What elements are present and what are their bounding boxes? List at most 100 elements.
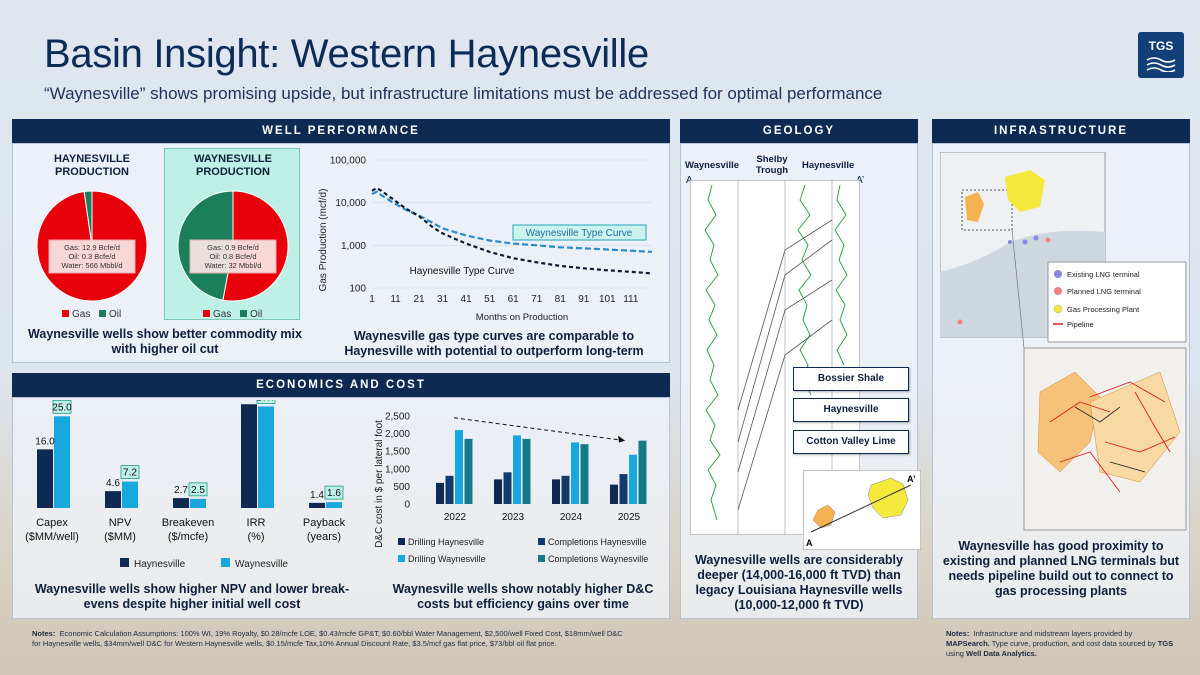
bar-completions-waynesville bbox=[464, 438, 473, 504]
legend-swatch-gas bbox=[62, 310, 69, 317]
legend-swatch-oil bbox=[99, 310, 106, 317]
notes-economics: Notes: Economic Calculation Assumptions:… bbox=[32, 629, 632, 649]
infra-legend-box bbox=[1047, 261, 1187, 343]
lng-terminal-marker bbox=[1033, 235, 1039, 241]
haynesville-area bbox=[1005, 170, 1045, 212]
bar-value-label: 25.0 bbox=[52, 402, 72, 413]
bar-drilling-haynesville bbox=[552, 479, 560, 504]
category-label: IRR bbox=[247, 517, 266, 529]
legend-planned-lng: Planned LNG terminal bbox=[1067, 287, 1141, 296]
legend-label: Drilling Haynesville bbox=[408, 537, 484, 547]
waynesville-inset-area bbox=[1037, 371, 1101, 473]
bar-completions-haynesville bbox=[619, 474, 628, 504]
bar-waynesville bbox=[258, 406, 274, 508]
trend-arrow bbox=[453, 417, 626, 442]
caption-pies: Waynesville wells show better commodity … bbox=[28, 327, 302, 356]
haynesville-pie-chart: HAYNESVILLE PRODUCTION Gas: 12.9 Bcfe/d … bbox=[36, 153, 148, 320]
bar-value-label: 27.7 bbox=[256, 400, 276, 403]
legend-swatch bbox=[398, 538, 405, 545]
x-tick-label: 61 bbox=[508, 294, 520, 305]
economics-bar-chart: 16.0 25.0 Capex ($MM/well) 4.67.2 NPV ($MM) 2.7… bbox=[25, 400, 346, 570]
pie-annotation-box bbox=[189, 239, 277, 274]
bar-waynesville bbox=[122, 481, 138, 508]
y-axis-label: D&C cost in $ per lateral foot bbox=[374, 420, 385, 548]
formation-cotton-valley-lime: Cotton Valley Lime bbox=[793, 430, 909, 454]
geo-label-waynesville: Waynesville bbox=[685, 160, 740, 171]
x-tick-label: 81 bbox=[555, 294, 567, 305]
waynesville-area bbox=[965, 192, 984, 222]
haynesville-area bbox=[867, 477, 909, 519]
bar-value-label: 2.5 bbox=[191, 485, 205, 496]
x-tick-label: 41 bbox=[461, 294, 473, 305]
legend-label: Completions Waynesville bbox=[548, 554, 648, 564]
bar-completions-haynesville bbox=[561, 475, 570, 504]
bar-value-box bbox=[324, 485, 344, 500]
bar-waynesville bbox=[190, 498, 206, 508]
y-tick-label: 10,000 bbox=[335, 198, 366, 209]
pie-annotation-box bbox=[48, 239, 136, 274]
pie-annotation: Gas: 0.9 Bcfe/d bbox=[207, 243, 259, 252]
inset-connector bbox=[1011, 229, 1025, 349]
locator-a: A bbox=[806, 538, 813, 548]
geo-label-shelby-trough: Shelby Trough bbox=[755, 154, 789, 176]
bar-drilling-haynesville bbox=[494, 479, 502, 504]
correlation-line bbox=[737, 239, 833, 443]
legend-oil: Oil bbox=[109, 309, 121, 320]
bar-waynesville bbox=[326, 502, 342, 508]
trend-arrowhead bbox=[618, 435, 625, 443]
x-tick-label: 2023 bbox=[502, 512, 525, 523]
legend-waynesville: Waynesville bbox=[235, 559, 288, 570]
x-tick-label: 21 bbox=[413, 294, 425, 305]
lng-terminal-marker bbox=[1022, 239, 1028, 245]
pipeline-network bbox=[1074, 406, 1146, 473]
x-tick-label: 31 bbox=[437, 294, 449, 305]
legend-label: Completions Haynesville bbox=[548, 537, 647, 547]
notes-infrastructure: Notes: Infrastructure and midstream laye… bbox=[946, 629, 1174, 658]
bar-drilling-waynesville bbox=[513, 435, 521, 504]
gamma-ray-trace-1 bbox=[704, 184, 721, 521]
bar-haynesville bbox=[173, 498, 189, 508]
bar-completions-waynesville bbox=[638, 440, 647, 504]
legend-label: Drilling Waynesville bbox=[408, 554, 486, 564]
y-tick-label: 2,000 bbox=[385, 429, 410, 440]
legend-swatch bbox=[538, 538, 545, 545]
tgs-logo: TGS bbox=[1138, 32, 1184, 78]
x-tick-label: 71 bbox=[531, 294, 543, 305]
category-label: ($MM) bbox=[104, 531, 136, 543]
bar-value-label: 4.6 bbox=[106, 478, 120, 489]
waynesville-area bbox=[812, 504, 836, 529]
lng-terminal-marker bbox=[1045, 237, 1051, 243]
category-label: (years) bbox=[307, 531, 341, 543]
formation-haynesville: Haynesville bbox=[793, 398, 909, 422]
geo-label-haynesville: Haynesville bbox=[802, 160, 855, 171]
legend-gas: Gas bbox=[72, 309, 90, 320]
correlation-line bbox=[737, 319, 833, 511]
x-tick-label: 1 bbox=[369, 294, 375, 305]
x-tick-label: 2024 bbox=[560, 512, 583, 523]
waynesville-curve-label: Waynesville Type Curve bbox=[526, 228, 633, 239]
bar-value-label: 7.2 bbox=[123, 468, 137, 479]
caption-type-curve: Waynesville gas type curves are comparab… bbox=[344, 329, 644, 358]
bar-value-label: 16.0 bbox=[35, 436, 55, 447]
pie-annotation: Water: 32 Mbbl/d bbox=[205, 261, 262, 270]
caption-dc: Waynesville wells show notably higher D&… bbox=[392, 582, 654, 611]
bar-value-label: 28.3 bbox=[239, 400, 259, 402]
gamma-ray-trace-3 bbox=[834, 184, 848, 366]
caption-infrastructure: Waynesville has good proximity to existi… bbox=[942, 539, 1180, 598]
series-line-waynesville-type-curve bbox=[371, 190, 653, 253]
category-label: ($/mcfe) bbox=[168, 531, 208, 543]
x-axis-label: Months on Production bbox=[476, 312, 568, 323]
bar-value-label: 1.4 bbox=[310, 490, 324, 501]
legend-swatch-existing-lng bbox=[1054, 270, 1062, 278]
lng-terminal-marker bbox=[957, 319, 963, 325]
page-title: Basin Insight: Western Haynesville bbox=[44, 32, 649, 76]
category-label: NPV bbox=[109, 517, 132, 529]
legend-gas-plant: Gas Processing Plant bbox=[1067, 305, 1140, 314]
section-economics: ECONOMICS AND COST bbox=[12, 373, 670, 397]
inset-area bbox=[1089, 371, 1181, 483]
page-subtitle: “Waynesville” shows promising upside, bu… bbox=[44, 84, 883, 103]
waynesville-curve-label-box bbox=[512, 224, 647, 241]
bar-completions-haynesville bbox=[503, 472, 512, 504]
y-tick-label: 2,500 bbox=[385, 412, 410, 423]
bar-value-box bbox=[256, 400, 276, 404]
